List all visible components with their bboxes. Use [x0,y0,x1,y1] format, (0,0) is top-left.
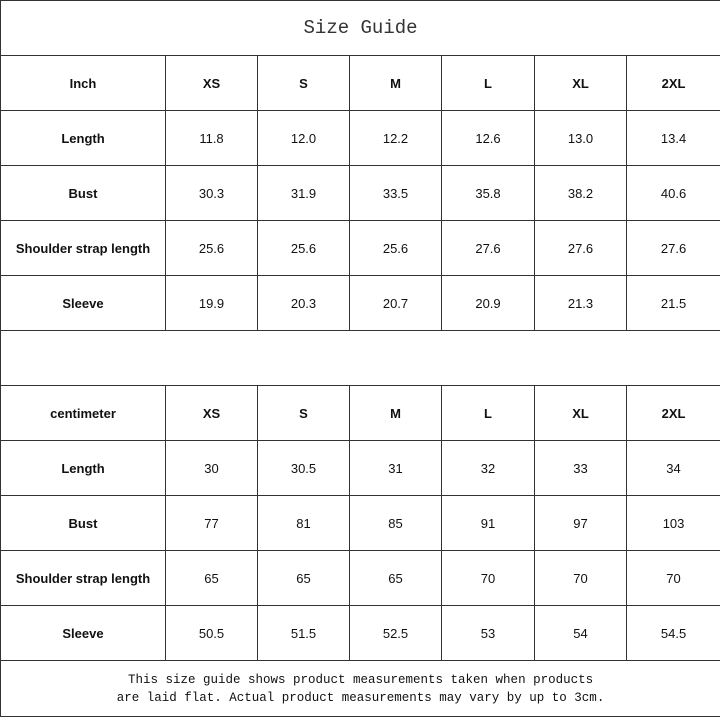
measurement-value: 33.5 [349,165,442,221]
spacer-row [0,330,720,386]
measurement-value: 65 [165,550,258,606]
measurement-value: 20.9 [441,275,535,331]
measurement-label: Sleeve [0,605,166,661]
measurement-label: Length [0,110,166,166]
unit-label: centimeter [0,385,166,441]
measurement-value: 65 [349,550,442,606]
measurement-value: 51.5 [257,605,350,661]
measurement-value: 27.6 [534,220,627,276]
size-header: M [349,385,442,441]
table-row: Bust 30.3 31.9 33.5 35.8 38.2 40.6 [0,165,720,221]
note-line: This size guide shows product measuremen… [128,672,594,687]
size-header: XS [165,55,258,111]
measurement-value: 12.2 [349,110,442,166]
size-header: S [257,55,350,111]
measurement-value: 50.5 [165,605,258,661]
measurement-value: 13.4 [625,110,720,166]
measurement-value: 21.3 [534,275,627,331]
measurement-value: 30 [165,440,258,496]
measurement-note: This size guide shows product measuremen… [0,660,720,717]
measurement-value: 40.6 [625,165,720,221]
size-header: XS [165,385,258,441]
measurement-value: 52.5 [349,605,442,661]
measurement-value: 12.6 [441,110,535,166]
table-row: Shoulder strap length 65 65 65 70 70 70 [0,550,720,606]
table-row: Length 11.8 12.0 12.2 12.6 13.0 13.4 [0,110,720,166]
measurement-value: 34 [625,440,720,496]
table-row: Bust 77 81 85 91 97 103 [0,495,720,551]
measurement-value: 91 [441,495,535,551]
table-row: Shoulder strap length 25.6 25.6 25.6 27.6 27.… [0,220,720,276]
measurement-value: 33 [534,440,627,496]
measurement-value: 25.6 [165,220,258,276]
measurement-value: 81 [257,495,350,551]
measurement-value: 31 [349,440,442,496]
measurement-label: Bust [0,165,166,221]
measurement-value: 70 [625,550,720,606]
measurement-value: 97 [534,495,627,551]
measurement-value: 77 [165,495,258,551]
size-header: 2XL [625,385,720,441]
size-header: XL [534,385,627,441]
measurement-label: Sleeve [0,275,166,331]
measurement-label: Bust [0,495,166,551]
measurement-value: 54.5 [625,605,720,661]
size-header: 2XL [625,55,720,111]
measurement-value: 12.0 [257,110,350,166]
measurement-value: 53 [441,605,535,661]
table-row: Sleeve 50.5 51.5 52.5 53 54 54.5 [0,605,720,661]
table-row: Length 30 30.5 31 32 33 34 [0,440,720,496]
unit-label: Inch [0,55,166,111]
header-row: Inch XS S M L XL 2XL [0,55,720,111]
measurement-value: 21.5 [625,275,720,331]
size-header: M [349,55,442,111]
size-header: L [441,385,535,441]
measurement-value: 70 [534,550,627,606]
measurement-value: 38.2 [534,165,627,221]
measurement-value: 13.0 [534,110,627,166]
title-row: Size Guide [0,0,720,56]
page-title: Size Guide [0,0,720,56]
measurement-value: 11.8 [165,110,258,166]
note-row: This size guide shows product measuremen… [0,660,720,717]
measurement-value: 30.3 [165,165,258,221]
measurement-value: 27.6 [441,220,535,276]
measurement-value: 25.6 [257,220,350,276]
measurement-label: Shoulder strap length [0,220,166,276]
measurement-value: 65 [257,550,350,606]
measurement-value: 27.6 [625,220,720,276]
measurement-value: 31.9 [257,165,350,221]
measurement-value: 85 [349,495,442,551]
measurement-value: 25.6 [349,220,442,276]
measurement-label: Shoulder strap length [0,550,166,606]
measurement-value: 30.5 [257,440,350,496]
measurement-value: 103 [625,495,720,551]
measurement-value: 70 [441,550,535,606]
size-header: L [441,55,535,111]
measurement-value: 20.3 [257,275,350,331]
size-header: S [257,385,350,441]
note-line: are laid flat. Actual product measuremen… [116,690,605,705]
measurement-value: 35.8 [441,165,535,221]
measurement-value: 54 [534,605,627,661]
size-header: XL [534,55,627,111]
measurement-value: 19.9 [165,275,258,331]
header-row: centimeter XS S M L XL 2XL [0,385,720,441]
table-row: Sleeve 19.9 20.3 20.7 20.9 21.3 21.5 [0,275,720,331]
measurement-value: 32 [441,440,535,496]
measurement-label: Length [0,440,166,496]
blank-cell [0,330,720,386]
measurement-value: 20.7 [349,275,442,331]
